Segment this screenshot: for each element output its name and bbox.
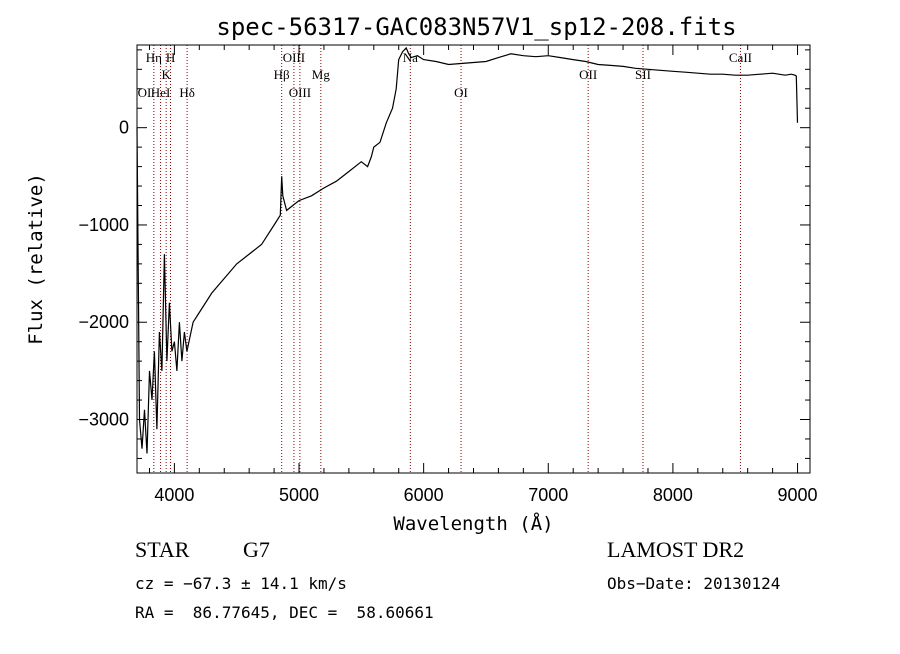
x-tick-label: 5000 bbox=[279, 485, 319, 505]
x-tick-label: 8000 bbox=[653, 485, 693, 505]
spectral-line-label: OI bbox=[138, 85, 152, 100]
spectral-line-label: Hη bbox=[146, 50, 162, 65]
object-subclass: G7 bbox=[243, 537, 270, 562]
y-tick-label: −1000 bbox=[78, 215, 129, 235]
spectral-line-label: Hβ bbox=[274, 67, 290, 82]
spectral-line-label: OIII bbox=[283, 50, 305, 65]
x-tick-label: 6000 bbox=[404, 485, 444, 505]
spectral-line-label: OIII bbox=[289, 85, 311, 100]
spectral-line-label: H bbox=[166, 50, 175, 65]
spectral-line-label: Na bbox=[403, 50, 418, 65]
coordinates: RA = 86.77645, DEC = 58.60661 bbox=[135, 603, 434, 622]
spectral-line-label: Mg bbox=[312, 67, 331, 82]
y-tick-label: 0 bbox=[119, 118, 129, 138]
x-axis-label: Wavelength (Å) bbox=[393, 512, 553, 535]
x-tick-label: 7000 bbox=[528, 485, 568, 505]
y-tick-label: −2000 bbox=[78, 312, 129, 332]
spectral-line-label: OII bbox=[579, 67, 597, 82]
spectral-line-label: CaII bbox=[729, 50, 752, 65]
spectral-line-label: OI bbox=[454, 85, 468, 100]
redshift-velocity: cz = −67.3 ± 14.1 km/s bbox=[135, 574, 347, 593]
y-tick-label: −3000 bbox=[78, 410, 129, 430]
spectral-line-label: K bbox=[161, 67, 171, 82]
spectral-line-label: Hδ bbox=[179, 85, 195, 100]
chart-title: spec-56317-GAC083N57V1_sp12-208.fits bbox=[216, 13, 736, 41]
spectral-line-label: SII bbox=[635, 67, 651, 82]
plot-frame bbox=[136, 44, 811, 474]
observation-date: Obs−Date: 20130124 bbox=[607, 574, 781, 593]
survey-label: LAMOST DR2 bbox=[607, 537, 745, 562]
spectrum-line bbox=[136, 46, 799, 454]
y-axis-label: Flux (relative) bbox=[25, 173, 47, 345]
x-tick-label: 9000 bbox=[778, 485, 818, 505]
spectral-line-label: HeI bbox=[151, 85, 171, 100]
object-class: STAR bbox=[135, 537, 190, 562]
x-tick-label: 4000 bbox=[154, 485, 194, 505]
